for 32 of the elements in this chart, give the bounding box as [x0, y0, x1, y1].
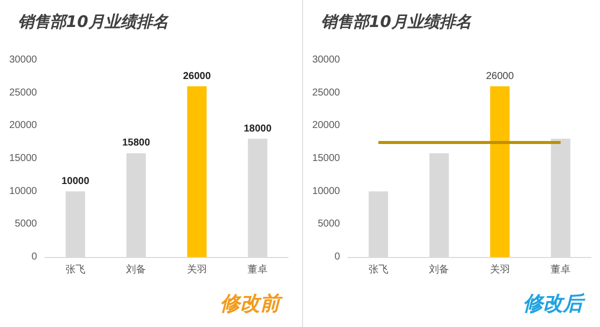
- chart-title: 销售部10月业绩排名: [321, 12, 472, 33]
- y-tick-label: 20000: [9, 120, 38, 132]
- x-tick-label: 董卓: [550, 264, 571, 276]
- x-tick-label: 刘备: [429, 264, 450, 276]
- y-tick-label: 30000: [9, 54, 38, 66]
- text: 修改后: [523, 290, 583, 317]
- y-tick-label: 10000: [312, 186, 340, 197]
- x-tick-label: 刘备: [126, 264, 146, 276]
- y-tick-label: 25000: [312, 87, 340, 98]
- x-tick-label: 关羽: [186, 264, 207, 276]
- bar: [187, 86, 207, 257]
- y-tick-label: 30000: [312, 54, 340, 66]
- y-tick-label: 20000: [312, 120, 340, 132]
- data-label: 26000: [486, 70, 514, 82]
- y-tick-label: 0: [334, 252, 340, 262]
- data-label: 26000: [182, 70, 212, 82]
- bar: [490, 86, 510, 257]
- data-label: 15800: [122, 138, 150, 149]
- y-tick-label: 5000: [318, 218, 340, 230]
- x-tick-label: 关羽: [490, 264, 510, 276]
- y-tick-label: 10000: [9, 186, 38, 197]
- y-tick-label: 15000: [312, 153, 340, 164]
- x-tick-label: 张飞: [65, 264, 86, 276]
- y-tick-label: 0: [31, 252, 38, 262]
- y-tick-label: 5000: [14, 218, 38, 230]
- data-label: 18000: [244, 123, 272, 134]
- y-tick-label: 15000: [9, 153, 38, 164]
- chart-title: 销售部10月业绩排名: [18, 12, 168, 33]
- data-label: 10000: [61, 176, 90, 187]
- x-tick-label: 张飞: [368, 264, 388, 276]
- y-tick-label: 25000: [9, 87, 38, 98]
- x-tick-label: 董卓: [248, 264, 268, 276]
